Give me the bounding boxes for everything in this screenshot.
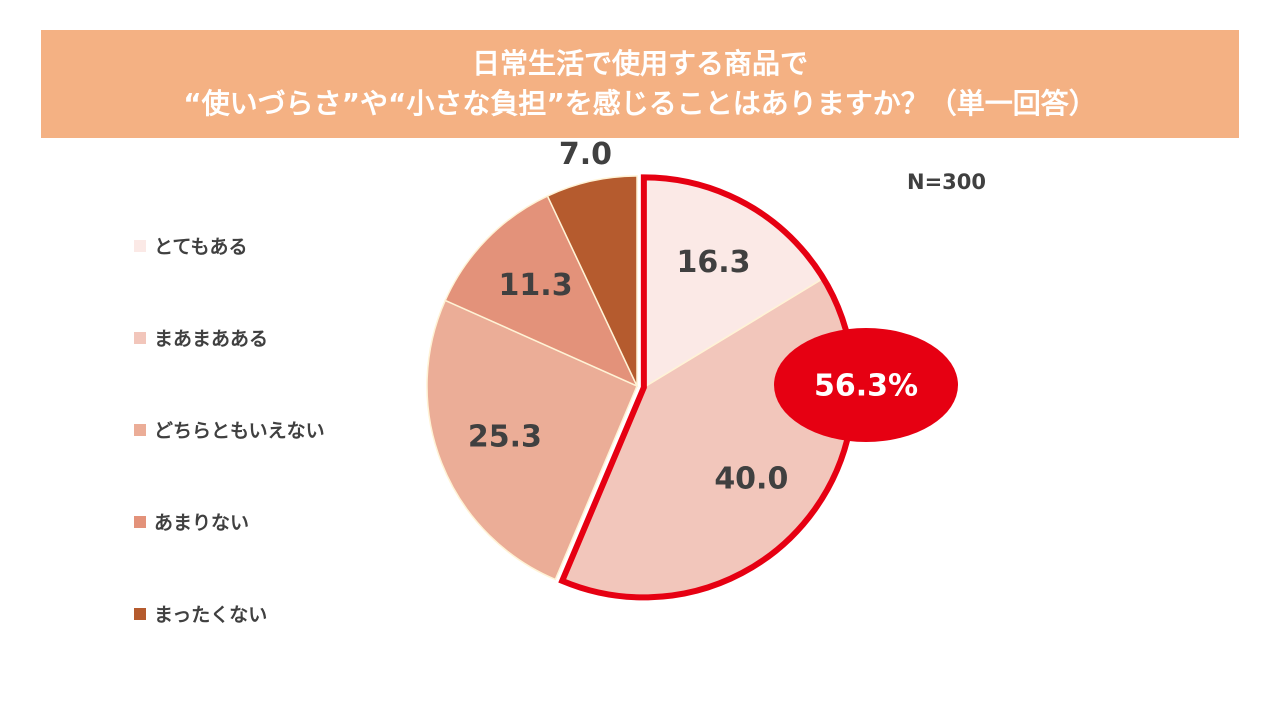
legend-label: どちらともいえない [154,420,325,442]
highlight-total-badge [774,328,958,442]
legend-swatch [134,239,146,252]
legend-label: まあまあある [154,328,269,350]
slice-value-label: 25.3 [468,420,542,455]
legend-label: まったくない [154,604,268,626]
legend-label: あまりない [154,512,250,534]
slice-value-label: 40.0 [714,462,788,497]
legend-item: あまりない [134,508,249,535]
legend-item: まあまあある [134,324,268,351]
legend-item: とてもある [134,232,247,259]
slice-value-label: 7.0 [559,137,612,172]
legend-swatch [134,607,146,620]
chart-title-line-2: “使いづらさ”や“小さな負担”を感じることはありますか？（単一回答） [183,87,1097,120]
legend-swatch [134,515,146,528]
sample-size-label: N=300 [907,170,987,194]
legend-swatch [134,331,146,344]
legend-label: とてもある [154,236,248,258]
slice-value-label: 16.3 [676,245,750,280]
slice-value-label: 11.3 [499,268,573,303]
chart-title-line-1: 日常生活で使用する商品で [471,47,808,80]
highlight-total-label: 56.3% [814,369,918,404]
legend-item: どちらともいえない [134,416,325,443]
pie-slice [444,195,639,388]
pie-slice [426,299,638,581]
chart-title-band: 日常生活で使用する商品で “使いづらさ”や“小さな負担”を感じることはありますか… [41,30,1239,138]
legend-item: まったくない [134,600,267,627]
legend-swatch [134,423,146,436]
pie-slice [546,175,638,387]
